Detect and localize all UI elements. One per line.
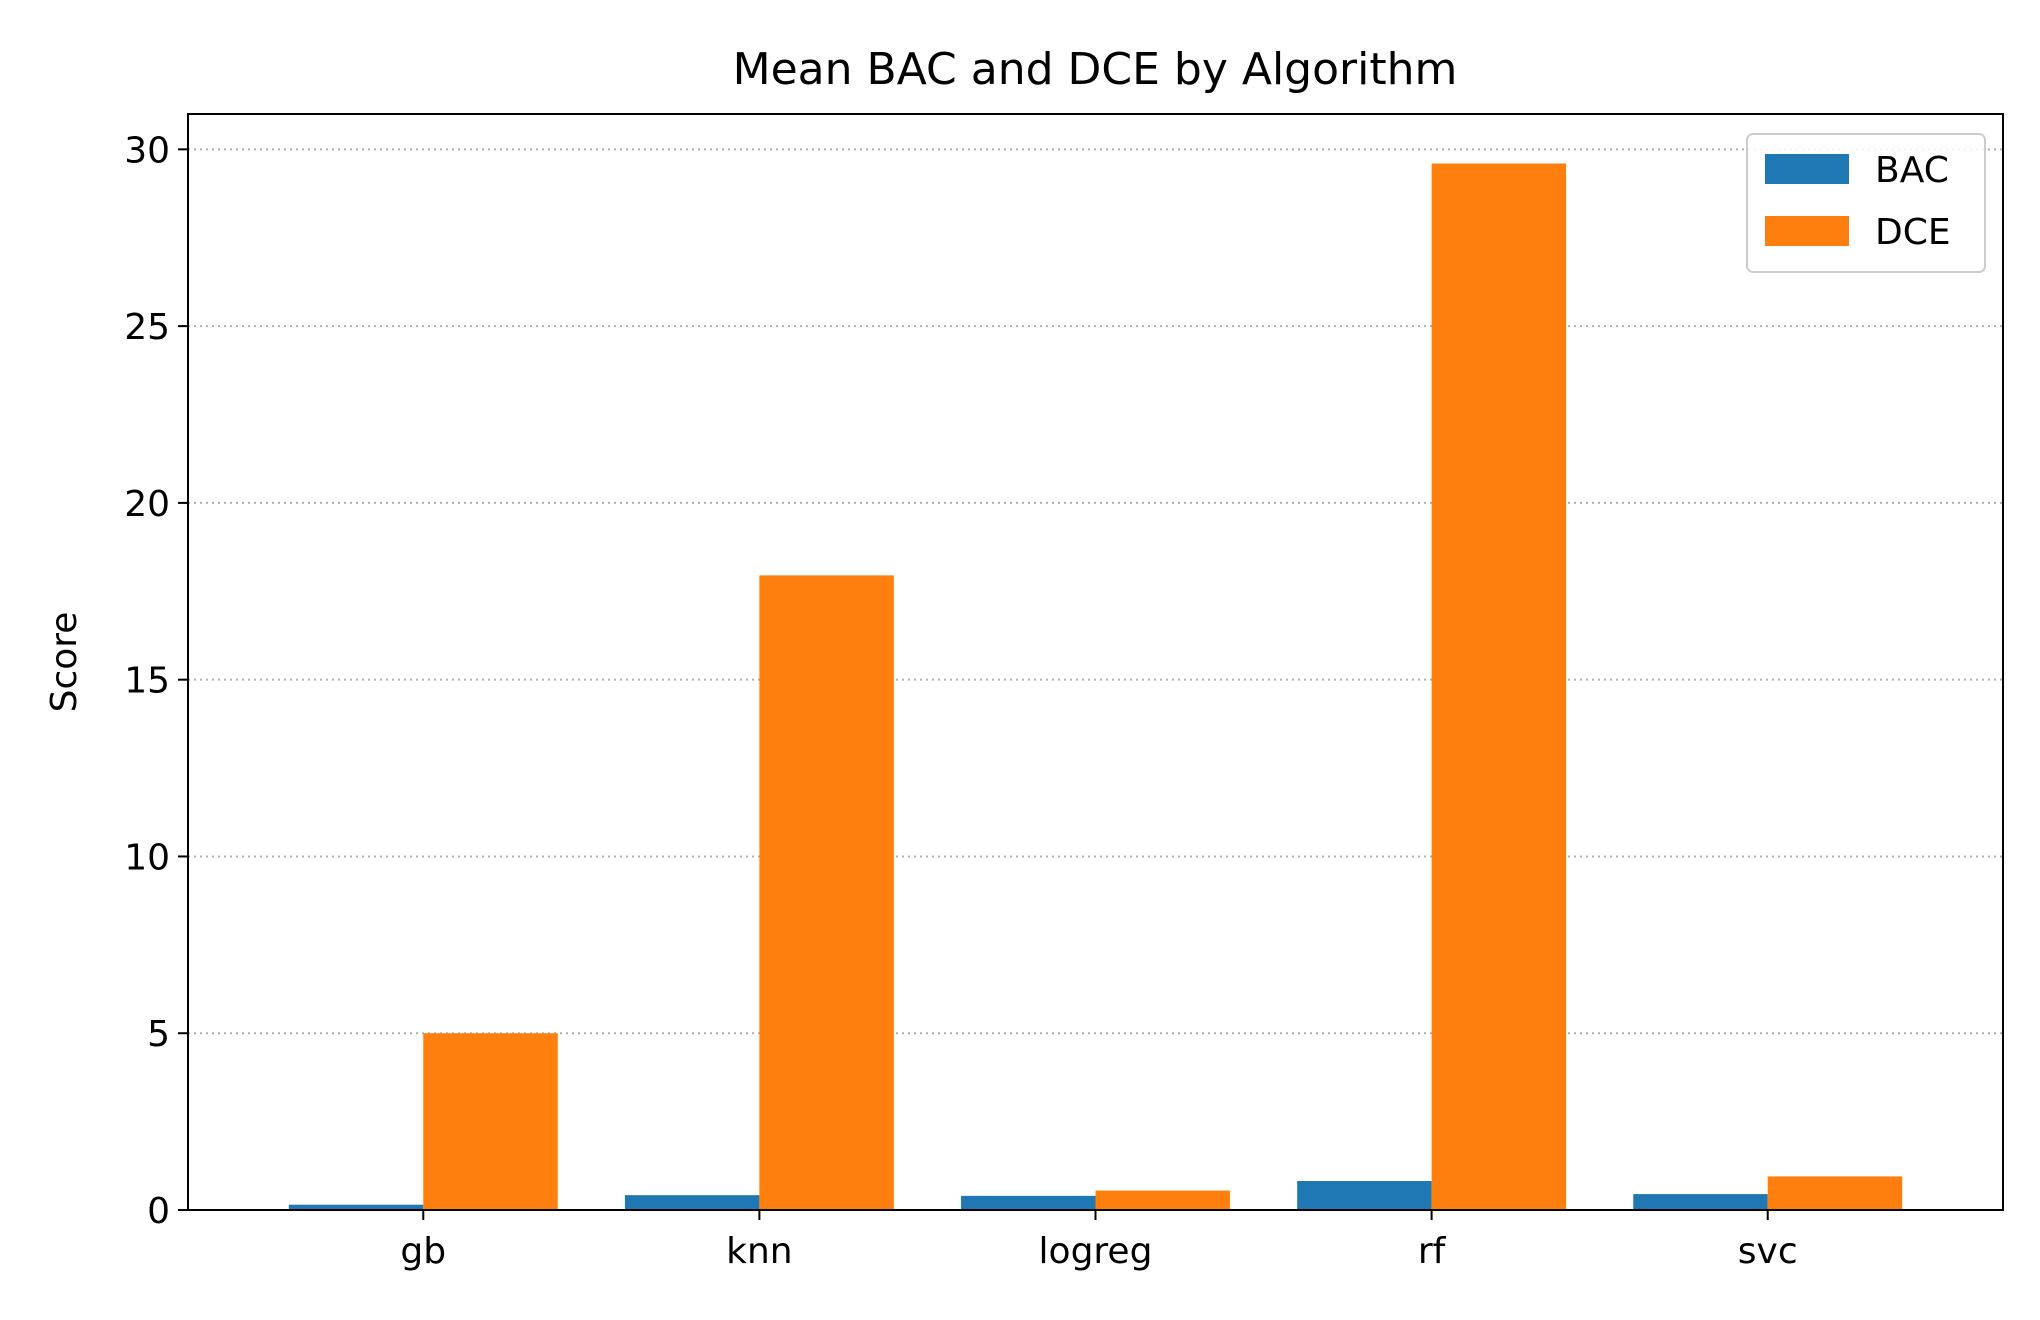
y-tick-label: 0: [147, 1191, 170, 1232]
y-tick-label: 25: [124, 307, 170, 348]
y-tick-label: 10: [124, 837, 170, 878]
legend-swatch-bac: [1765, 154, 1849, 184]
x-tick-label: gb: [400, 1231, 446, 1272]
y-tick-label: 15: [124, 661, 170, 702]
legend-label-dce: DCE: [1875, 212, 1951, 253]
bar-dce-logreg: [1095, 1190, 1230, 1210]
grid-lines: [188, 148, 2003, 1035]
bar-dce-gb: [423, 1033, 558, 1210]
chart-title: Mean BAC and DCE by Algorithm: [733, 44, 1458, 95]
x-tick-label: rf: [1418, 1231, 1447, 1272]
legend-swatch-dce: [1765, 216, 1849, 246]
x-tick-label: logreg: [1039, 1231, 1153, 1272]
bar-dce-svc: [1767, 1176, 1903, 1210]
bar-dce-knn: [759, 575, 894, 1210]
y-axis-label: Score: [44, 612, 85, 713]
bar-bac-rf: [1297, 1181, 1432, 1210]
bar-bac-logreg: [961, 1195, 1096, 1210]
x-tick-label: svc: [1738, 1231, 1798, 1272]
legend: BAC DCE: [1746, 133, 1986, 273]
y-tick-label: 20: [124, 484, 170, 525]
x-tick-label: knn: [726, 1231, 792, 1272]
y-tick-label: 30: [124, 130, 170, 171]
legend-label-bac: BAC: [1875, 150, 1949, 191]
y-tick-label: 5: [147, 1014, 170, 1055]
x-axis-ticks: gb knn logreg rf svc: [400, 1210, 1798, 1272]
bars: [288, 163, 1903, 1210]
y-axis-ticks: 0 5 10 15 20 25 30: [124, 130, 188, 1232]
bar-bac-svc: [1633, 1194, 1768, 1210]
bar-dce-rf: [1431, 163, 1567, 1210]
bar-bac-gb: [288, 1204, 424, 1210]
bar-bac-knn: [624, 1195, 760, 1210]
